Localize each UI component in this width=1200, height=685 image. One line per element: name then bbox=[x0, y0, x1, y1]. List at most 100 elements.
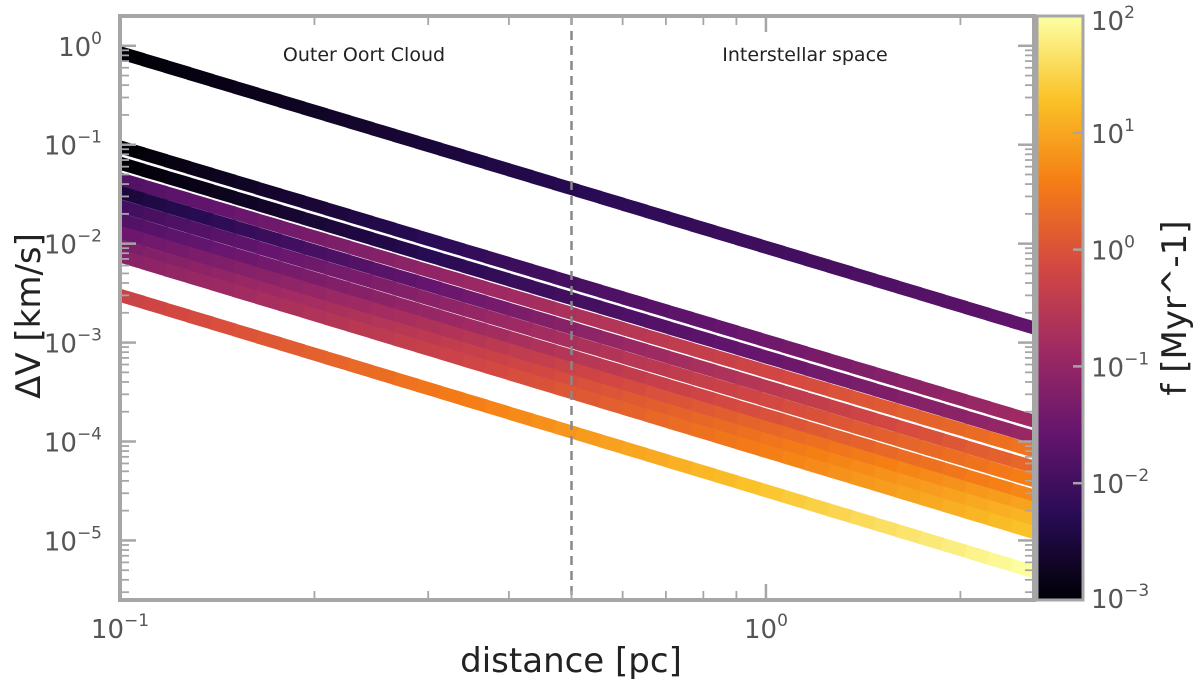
series-line-segment bbox=[209, 74, 237, 94]
series-line-segment bbox=[712, 468, 740, 489]
series-line-segment bbox=[255, 254, 283, 275]
series-line-segment bbox=[803, 433, 831, 453]
series-line-segment bbox=[940, 538, 968, 558]
series-line-segment bbox=[483, 336, 511, 356]
series-line-segment bbox=[163, 213, 191, 233]
series-line-segment bbox=[186, 246, 214, 267]
series-line-segment bbox=[506, 163, 534, 183]
series-line-segment bbox=[300, 254, 329, 275]
series-line-segment bbox=[575, 277, 603, 298]
series-line-segment bbox=[872, 453, 900, 474]
series-line-segment bbox=[598, 300, 626, 321]
y-tick-label: 10−5 bbox=[44, 523, 102, 557]
series-line-segment bbox=[1009, 507, 1034, 527]
colorbar-tick-label: 10−1 bbox=[1091, 349, 1149, 383]
series-line-segment bbox=[186, 177, 214, 197]
series-line-segment bbox=[346, 268, 374, 288]
series-line-segment bbox=[255, 330, 283, 351]
series-line-segment bbox=[323, 301, 351, 321]
series-line-segment bbox=[620, 197, 648, 218]
series-line-segment bbox=[415, 289, 443, 309]
series-line-segment bbox=[232, 174, 260, 195]
tick-base: 10 bbox=[44, 132, 77, 162]
series-line-segment bbox=[392, 296, 420, 316]
series-line-segment bbox=[209, 213, 237, 233]
series-line-segment bbox=[346, 240, 374, 261]
series-line-segment bbox=[940, 474, 968, 495]
series-line-segment bbox=[895, 390, 923, 410]
series-line-segment bbox=[438, 346, 466, 366]
series-line-segment bbox=[438, 295, 466, 316]
series-line-segment bbox=[757, 431, 786, 452]
series-line-segment bbox=[163, 253, 191, 273]
series-line-segment bbox=[141, 147, 169, 167]
series-line-segment bbox=[438, 236, 466, 257]
colorbar-tick-label: 102 bbox=[1091, 3, 1135, 37]
series-line-11 bbox=[120, 289, 1034, 579]
y-tick-label: 10−3 bbox=[44, 326, 102, 360]
series-line-9 bbox=[120, 239, 1034, 527]
series-line-segment bbox=[917, 440, 946, 460]
series-line-segment bbox=[163, 60, 191, 80]
series-line-segment bbox=[209, 199, 237, 220]
series-line-segment bbox=[598, 344, 626, 364]
series-line-segment bbox=[940, 403, 968, 424]
series-line-segment bbox=[826, 452, 854, 472]
series-line-segment bbox=[323, 108, 351, 128]
series-line-segment bbox=[826, 259, 854, 280]
series-line-segment bbox=[460, 317, 489, 337]
series-line-segment bbox=[735, 371, 763, 391]
series-lines bbox=[120, 46, 1034, 579]
series-line-segment bbox=[392, 254, 420, 274]
series-line-segment bbox=[757, 332, 786, 353]
series-line-segment bbox=[529, 264, 557, 284]
series-line-segment bbox=[232, 191, 260, 211]
series-line-segment bbox=[780, 413, 808, 434]
tick-exponent: −5 bbox=[77, 523, 102, 543]
series-line-segment bbox=[346, 318, 374, 339]
series-line-segment bbox=[849, 405, 877, 426]
series-line-segment bbox=[712, 429, 740, 449]
series-line-segment bbox=[849, 510, 877, 530]
tick-exponent: 0 bbox=[777, 611, 788, 631]
series-line-segment bbox=[895, 524, 923, 544]
series-line-segment bbox=[826, 440, 854, 460]
series-line-segment bbox=[643, 372, 671, 392]
series-line-segment bbox=[460, 149, 489, 170]
series-line-segment bbox=[163, 186, 191, 206]
series-line-segment bbox=[163, 154, 191, 174]
series-line-segment bbox=[278, 94, 306, 115]
series-line-segment bbox=[323, 233, 351, 254]
series-line-segment bbox=[438, 385, 466, 406]
series-line-segment bbox=[735, 385, 763, 405]
series-line-segment bbox=[460, 353, 489, 373]
series-line-segment bbox=[1009, 519, 1034, 539]
series-line-segment bbox=[346, 308, 374, 328]
series-line-segment bbox=[506, 406, 534, 427]
series-line-segment bbox=[552, 357, 580, 377]
series-line-segment bbox=[483, 296, 511, 316]
series-line-segment bbox=[278, 261, 306, 282]
series-line-segment bbox=[689, 371, 717, 391]
series-line-segment bbox=[620, 441, 648, 461]
tick-base: 10 bbox=[44, 429, 77, 459]
series-line-segment bbox=[323, 247, 351, 268]
series-line-segment bbox=[940, 417, 968, 437]
series-line-segment bbox=[141, 179, 169, 199]
series-line-segment bbox=[120, 140, 146, 161]
series-line-segment bbox=[735, 232, 763, 252]
series-line-segment bbox=[552, 330, 580, 350]
series-line-segment bbox=[849, 376, 877, 396]
series-line-segment bbox=[757, 482, 786, 503]
series-line-segment bbox=[575, 427, 603, 447]
series-line-segment bbox=[529, 170, 557, 190]
series-line-segment bbox=[506, 273, 534, 293]
series-line-segment bbox=[895, 419, 923, 440]
series-line-segment bbox=[826, 464, 854, 484]
series-line-segment bbox=[917, 467, 946, 488]
series-line-segment bbox=[712, 378, 740, 398]
series-line-segment bbox=[712, 405, 740, 426]
series-line-segment bbox=[643, 384, 671, 405]
series-line-segment bbox=[986, 512, 1014, 532]
tick-base: 10 bbox=[1091, 120, 1124, 150]
